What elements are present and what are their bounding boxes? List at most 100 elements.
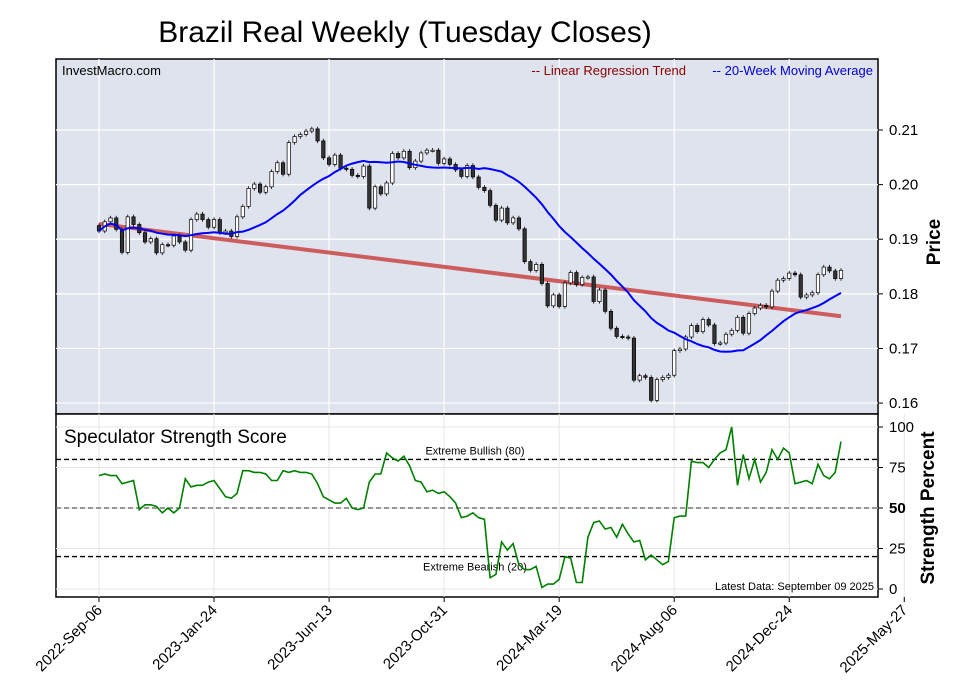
strength-tick-label: 0 xyxy=(889,581,897,598)
candle-body xyxy=(378,186,383,195)
x-tick-label: 2024-Dec-24 xyxy=(723,602,796,675)
candle-body xyxy=(838,270,844,279)
candle-body xyxy=(234,216,240,237)
legend-trend: -- Linear Regression Trend xyxy=(531,63,686,78)
candle-body xyxy=(700,319,706,332)
candle-body xyxy=(752,307,757,314)
candlesticks xyxy=(96,126,844,403)
x-tick-label: 2023-Jun-13 xyxy=(264,602,336,674)
strength-tick-label: 25 xyxy=(889,541,906,558)
candle-body xyxy=(723,333,729,344)
candle-body xyxy=(798,274,803,298)
price-tick-label: 0.16 xyxy=(889,395,918,412)
candle-body xyxy=(775,279,780,292)
candle-body xyxy=(286,142,291,175)
reference-lines: Extreme Bullish (80) 50 Extreme Bearish (2… xyxy=(56,445,906,574)
candle-body xyxy=(407,150,412,169)
strength-panel-title: Speculator Strength Score xyxy=(64,427,287,448)
candle-body xyxy=(597,289,602,302)
candle-body xyxy=(321,140,326,159)
candle-body xyxy=(315,128,320,142)
candle-body xyxy=(712,324,717,344)
candle-body xyxy=(528,261,533,271)
candle-body xyxy=(344,167,349,170)
candle-body xyxy=(355,174,360,177)
price-axis-label: Price xyxy=(924,219,945,265)
candle-body xyxy=(114,217,119,230)
candle-body xyxy=(585,276,590,279)
candle-body xyxy=(96,225,102,232)
regression-trend-line xyxy=(98,221,842,319)
candle-body xyxy=(718,342,723,345)
candle-body xyxy=(424,149,429,154)
candle-body xyxy=(148,238,153,243)
candle-body xyxy=(568,272,573,284)
candle-body xyxy=(821,266,826,276)
candle-body xyxy=(620,336,625,338)
candle-body xyxy=(792,272,798,276)
x-tick-label: 2025-May-27 xyxy=(837,602,912,677)
strength-panel xyxy=(55,413,879,598)
candle-body xyxy=(223,230,228,234)
candle-body xyxy=(131,216,136,225)
candle-body xyxy=(511,217,516,224)
candle-body xyxy=(815,274,821,294)
candle-body xyxy=(165,244,171,247)
candle-body xyxy=(298,134,303,137)
candle-body xyxy=(787,272,792,279)
strength-tick-labels: 0 25 50 75 100 xyxy=(878,419,914,598)
candle-body xyxy=(108,217,113,223)
candle-body xyxy=(764,304,769,308)
candle-body xyxy=(142,232,148,243)
chart-title: Brazil Real Weekly (Tuesday Closes) xyxy=(158,16,652,49)
watermark: InvestMacro.com xyxy=(62,63,161,78)
candle-body xyxy=(677,348,682,351)
candle-body xyxy=(580,277,585,285)
candle-body xyxy=(562,282,567,307)
candle-body xyxy=(493,205,498,221)
candle-body xyxy=(217,219,222,234)
candle-body xyxy=(574,272,579,285)
candle-body xyxy=(200,213,205,220)
candle-body xyxy=(332,154,337,165)
candle-body xyxy=(177,235,182,243)
candle-body xyxy=(649,377,654,401)
candle-body xyxy=(810,292,815,296)
candle-body xyxy=(551,294,556,307)
candle-body xyxy=(476,176,481,188)
candle-body xyxy=(252,183,257,189)
candle-body xyxy=(539,264,544,284)
candle-body xyxy=(401,150,406,159)
candle-body xyxy=(746,313,752,334)
candle-body xyxy=(545,283,550,307)
candle-body xyxy=(672,350,677,376)
strength-axis-label: Strength Percent xyxy=(918,431,939,585)
candle-body xyxy=(338,154,343,169)
candle-body xyxy=(447,158,452,165)
candle-body xyxy=(211,219,217,228)
candle-body xyxy=(804,294,809,298)
candle-body xyxy=(534,264,539,271)
x-tick-label: 2024-Aug-06 xyxy=(608,602,681,675)
candle-body xyxy=(626,336,631,339)
extreme-bearish-label: Extreme Bearish (20) xyxy=(423,562,527,574)
candle-body xyxy=(516,217,521,230)
candle-body xyxy=(499,207,504,221)
candle-body xyxy=(614,327,619,337)
candle-body xyxy=(631,337,636,381)
candle-body xyxy=(465,165,470,177)
candle-body xyxy=(154,238,159,254)
candle-body xyxy=(194,213,199,220)
candle-body xyxy=(373,186,378,209)
candle-body xyxy=(171,235,176,246)
strength-tick-label: 100 xyxy=(889,419,914,436)
candle-body xyxy=(327,157,332,165)
candle-body xyxy=(488,190,493,206)
candle-body xyxy=(419,152,424,162)
candle-body xyxy=(430,149,435,152)
strength-tick-label: 50 xyxy=(889,500,906,517)
legend-moving-average: -- 20-Week Moving Average xyxy=(712,63,873,78)
extreme-bullish-label: Extreme Bullish (80) xyxy=(425,445,524,457)
price-tick-label: 0.20 xyxy=(889,177,918,194)
